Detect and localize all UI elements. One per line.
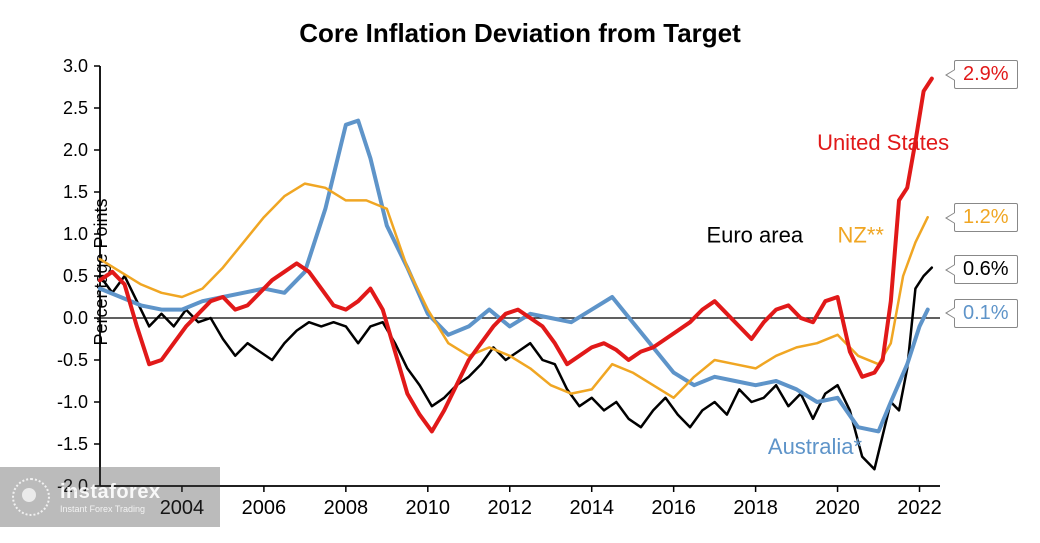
series-label-nz: NZ** — [838, 222, 885, 247]
svg-text:1.5: 1.5 — [63, 182, 88, 202]
svg-text:2016: 2016 — [651, 497, 696, 519]
svg-text:2.5: 2.5 — [63, 98, 88, 118]
end-callout-euro: 0.6% — [954, 255, 1018, 284]
svg-text:-0.5: -0.5 — [57, 350, 88, 370]
svg-text:2012: 2012 — [488, 497, 533, 519]
chart-svg: -2.0-1.5-1.0-0.50.00.51.01.52.02.53.0200… — [100, 66, 940, 486]
svg-text:2022: 2022 — [897, 497, 942, 519]
svg-text:2006: 2006 — [242, 497, 287, 519]
svg-text:1.0: 1.0 — [63, 224, 88, 244]
watermark-tagline: Instant Forex Trading — [60, 504, 161, 514]
series-aus — [100, 121, 928, 432]
svg-text:2018: 2018 — [733, 497, 778, 519]
chart-title: Core Inflation Deviation from Target — [0, 18, 1040, 49]
watermark-logo-icon — [12, 478, 50, 516]
end-callout-aus: 0.1% — [954, 299, 1018, 328]
svg-text:2014: 2014 — [569, 497, 614, 519]
plot-area: -2.0-1.5-1.0-0.50.00.51.01.52.02.53.0200… — [100, 66, 940, 486]
svg-text:2.0: 2.0 — [63, 140, 88, 160]
svg-text:0.0: 0.0 — [63, 308, 88, 328]
svg-text:-1.0: -1.0 — [57, 392, 88, 412]
chart-container: Core Inflation Deviation from Target Per… — [0, 0, 1040, 543]
svg-text:2010: 2010 — [406, 497, 451, 519]
end-callout-us: 2.9% — [954, 60, 1018, 89]
watermark-brand: instaforex — [60, 481, 161, 504]
watermark: instaforex Instant Forex Trading — [0, 467, 220, 527]
series-nz — [100, 184, 928, 398]
svg-text:2008: 2008 — [324, 497, 369, 519]
series-label-aus: Australia* — [768, 434, 863, 459]
series-us — [100, 79, 932, 432]
series-label-us: United States — [817, 130, 949, 155]
svg-text:-1.5: -1.5 — [57, 434, 88, 454]
svg-text:3.0: 3.0 — [63, 56, 88, 76]
svg-text:2020: 2020 — [815, 497, 860, 519]
svg-text:0.5: 0.5 — [63, 266, 88, 286]
series-label-euro: Euro area — [706, 222, 803, 247]
end-callout-nz: 1.2% — [954, 203, 1018, 232]
